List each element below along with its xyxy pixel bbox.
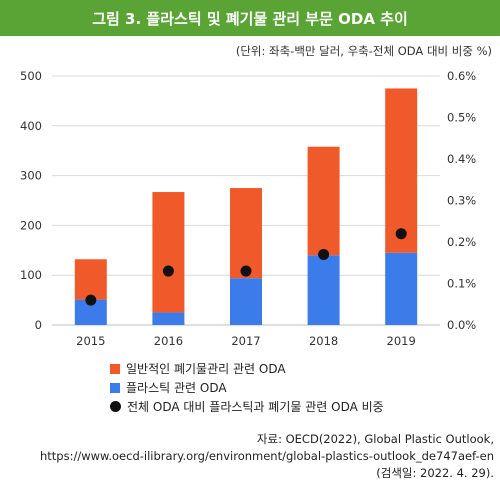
- legend-marker-share: [110, 401, 121, 412]
- x-tick-label: 2019: [387, 334, 416, 348]
- legend-swatch-plastic: [110, 382, 120, 393]
- y-tick-label: 300: [20, 169, 42, 183]
- y2-tick-label: 0.3%: [447, 194, 476, 208]
- x-tick-label: 2015: [76, 334, 105, 348]
- legend-swatch-waste: [110, 363, 120, 374]
- legend-label-share: 전체 ODA 대비 플라스틱과 폐기물 관련 ODA 비중: [127, 400, 384, 414]
- share-dot: [162, 265, 174, 277]
- legend: 일반적인 폐기물관리 관련 ODA 플라스틱 관련 ODA 전체 ODA 대비 …: [110, 359, 384, 416]
- y2-tick-label: 0.0%: [447, 318, 476, 332]
- bar-plastic: [152, 312, 185, 325]
- y-tick-label: 0: [35, 318, 42, 332]
- bars: [74, 88, 418, 325]
- chart-title: 그림 3. 플라스틱 및 폐기물 관리 부문 ODA 추이: [0, 0, 500, 36]
- x-tick-label: 2016: [154, 334, 183, 348]
- y-tick-label: 100: [20, 268, 42, 282]
- legend-item-waste: 일반적인 폐기물관리 관련 ODA: [110, 359, 384, 378]
- source-line-3: (검색일: 2022. 4. 29).: [376, 466, 494, 480]
- y2-tick-label: 0.2%: [447, 235, 476, 249]
- bar-waste: [385, 88, 418, 253]
- y2-tick-label: 0.6%: [447, 69, 476, 83]
- unit-note: (단위: 좌축-백만 달러, 우축-전체 ODA 대비 비중 %): [235, 44, 492, 58]
- y2-tick-label: 0.5%: [447, 111, 476, 125]
- y-tick-label: 200: [20, 218, 42, 232]
- share-dot: [240, 265, 252, 277]
- y2-tick-label: 0.4%: [447, 152, 476, 166]
- share-dot: [318, 248, 330, 260]
- legend-item-plastic: 플라스틱 관련 ODA: [110, 378, 384, 397]
- x-tick-label: 2018: [309, 334, 338, 348]
- legend-item-share: 전체 ODA 대비 플라스틱과 폐기물 관련 ODA 비중: [110, 397, 384, 416]
- share-dot: [395, 228, 407, 240]
- source-link[interactable]: https://www.oecd-ilibrary.org/environmen…: [39, 449, 494, 463]
- bar-waste: [74, 259, 107, 300]
- bar-waste: [152, 192, 185, 313]
- y-tick-label: 500: [20, 69, 42, 83]
- bar-plastic: [307, 255, 340, 325]
- bar-waste: [230, 188, 262, 279]
- axis-labels: 0 100 200 300 400 500 0.0% 0.1% 0.2% 0.3% 0.4% 0.5%…: [20, 69, 476, 348]
- y-tick-label: 400: [20, 119, 42, 133]
- bar-plastic: [385, 252, 418, 325]
- y2-tick-label: 0.1%: [447, 277, 476, 291]
- share-dot: [85, 294, 97, 306]
- x-tick-label: 2017: [231, 334, 260, 348]
- legend-label-waste: 일반적인 폐기물관리 관련 ODA: [126, 362, 286, 376]
- legend-label-plastic: 플라스틱 관련 ODA: [126, 381, 227, 395]
- bar-waste: [307, 146, 340, 256]
- source-line-1: 자료: OECD(2022), Global Plastic Outlook,: [256, 432, 494, 446]
- source-note: 자료: OECD(2022), Global Plastic Outlook, …: [40, 431, 494, 482]
- bar-plastic: [230, 278, 262, 325]
- share-markers: [85, 228, 407, 306]
